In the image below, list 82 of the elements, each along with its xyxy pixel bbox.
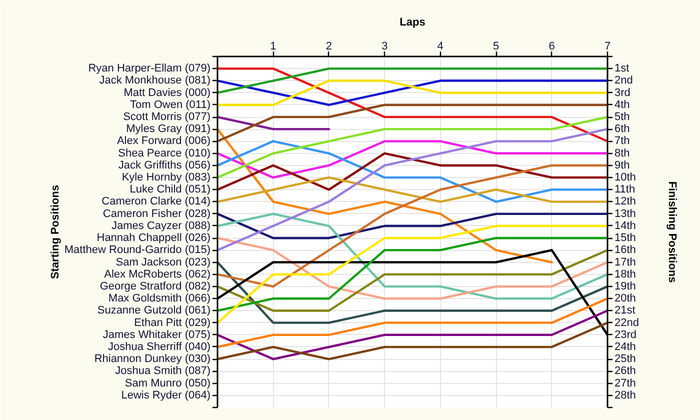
- line-series: [218, 297, 608, 348]
- y2-tick-label: 28th: [614, 389, 636, 402]
- category-label: James Whitaker (075): [102, 328, 211, 341]
- y2-axis-title: Finishing Positions: [666, 181, 678, 283]
- y2-tick-label: 25th: [614, 353, 636, 366]
- line-series: [218, 249, 608, 312]
- y2-tick-label: 7th: [614, 135, 630, 148]
- y2-tick-label: 17th: [614, 256, 636, 268]
- category-label: Max Goldsmith (066): [108, 292, 211, 305]
- category-label: Alex Forward (006): [116, 135, 211, 148]
- category-label: Alex McRoberts (062): [104, 268, 211, 280]
- y2-tick-label: 2nd: [614, 74, 633, 87]
- y2-tick-label: 14th: [614, 220, 636, 232]
- y2-tick-label: 16th: [614, 244, 636, 256]
- x-axis-title: Laps: [400, 16, 426, 28]
- x-tick-label: 1: [270, 40, 276, 52]
- category-label: Sam Jackson (023): [116, 256, 211, 268]
- category-label: Joshua Sherriff (040): [108, 340, 211, 353]
- line-series: [218, 224, 608, 324]
- y2-tick-label: 27th: [614, 377, 636, 390]
- y2-tick-label: 3rd: [614, 86, 630, 99]
- line-series: [218, 128, 608, 252]
- line-series: [218, 140, 608, 203]
- line-series: [218, 67, 608, 142]
- category-label: Rhiannon Dunkey (030): [94, 353, 211, 366]
- y2-tick-label: 20th: [614, 292, 636, 305]
- line-series: [218, 236, 608, 300]
- y2-tick-label: 5th: [614, 111, 630, 124]
- y2-tick-label: 9th: [614, 159, 630, 172]
- x-tick-label: 5: [493, 40, 500, 52]
- category-label: Matt Davies (000): [124, 86, 211, 99]
- category-label: Matthew Round-Garrido (015): [64, 244, 211, 256]
- category-label: Jack Monkhouse (081): [99, 74, 211, 87]
- y2-tick-label: 24th: [614, 340, 636, 353]
- category-label: Joshua Smith (087): [115, 365, 211, 378]
- category-label: Sam Munro (050): [124, 377, 211, 390]
- category-label: Tom Owen (011): [130, 98, 211, 111]
- category-label: George Stratford (082): [100, 280, 211, 292]
- category-label: Myles Gray (091): [126, 123, 211, 136]
- line-series: [218, 116, 608, 179]
- category-label: Lewis Ryder (064): [121, 389, 211, 402]
- category-label: Jack Griffiths (056): [118, 159, 211, 172]
- y2-tick-label: 12th: [614, 196, 636, 208]
- category-label: Cameron Fisher (028): [102, 208, 210, 220]
- y2-tick-label: 8th: [614, 147, 630, 160]
- y2-tick-label: 6th: [614, 123, 630, 136]
- x-tick-label: 3: [382, 40, 388, 52]
- category-label: Kyle Hornby (083): [122, 172, 211, 184]
- line-series: [218, 212, 608, 300]
- category-label: Shea Pearce (010): [118, 147, 211, 160]
- category-label: Scott Morris (077): [123, 111, 211, 124]
- y2-tick-label: 22nd: [614, 316, 639, 329]
- category-label: Luke Child (051): [130, 184, 211, 196]
- y2-tick-label: 23rd: [614, 328, 637, 341]
- y2-tick-label: 15th: [614, 232, 636, 244]
- y2-tick-label: 19th: [614, 280, 636, 292]
- category-label: James Cayzer (088): [111, 220, 211, 232]
- line-series: [218, 152, 608, 191]
- line-series: [218, 236, 608, 312]
- category-label: Ryan Harper-Ellam (079): [88, 62, 211, 75]
- line-series: [218, 261, 608, 324]
- text: Starting Positions: [50, 184, 62, 280]
- y2-tick-label: 13th: [614, 208, 636, 220]
- x-tick-label: 7: [604, 40, 611, 52]
- y2-tick-label: 4th: [614, 98, 630, 111]
- category-label: Cameron Clarke (014): [102, 196, 211, 208]
- x-tick-label: 6: [548, 40, 555, 52]
- y2-tick-label: 18th: [614, 268, 636, 280]
- y2-tick-label: 21st: [614, 304, 636, 317]
- line-series: [218, 128, 553, 264]
- line-series: [218, 310, 608, 360]
- y2-tick-label: 1st: [614, 62, 630, 75]
- line-series: [218, 164, 608, 288]
- y2-tick-label: 11th: [614, 184, 636, 196]
- category-label: Ethan Pitt (029): [134, 316, 211, 329]
- x-tick-label: 4: [437, 40, 444, 52]
- category-label: Suzanne Gutzold (061): [97, 304, 211, 317]
- line-series: [218, 140, 608, 179]
- y2-tick-label: 26th: [614, 365, 636, 378]
- category-label: Hannah Chappell (026): [96, 232, 211, 244]
- y2-tick-label: 10th: [614, 172, 636, 184]
- x-tick-label: 2: [326, 40, 332, 52]
